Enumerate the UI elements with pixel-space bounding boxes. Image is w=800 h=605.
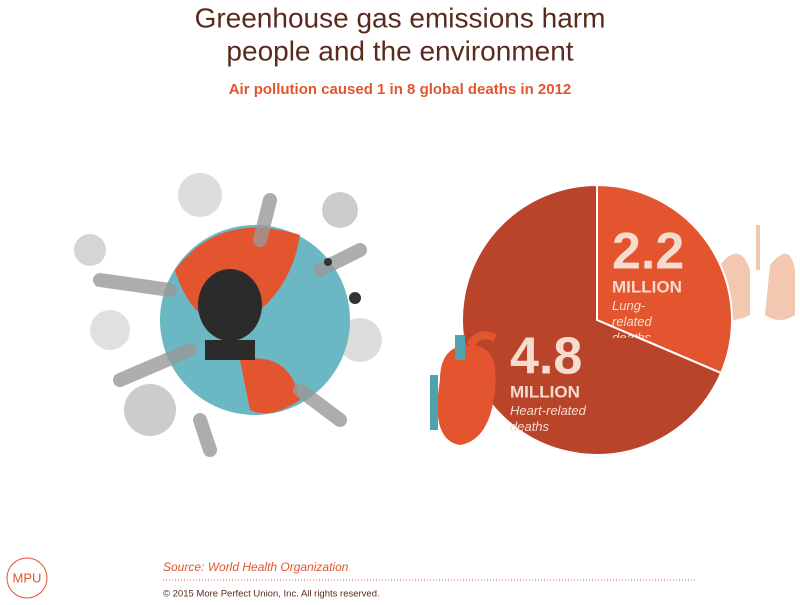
pollution-illustration xyxy=(74,173,382,457)
title-line: people and the environment xyxy=(226,35,573,66)
title-line: Greenhouse gas emissions harm xyxy=(195,2,606,33)
category-label: Heart-related deaths xyxy=(510,403,586,434)
category-label: Lung-related deaths xyxy=(612,298,652,338)
unit-label: MILLION xyxy=(612,277,682,296)
heart-icon xyxy=(430,331,497,445)
value-label: 2.2 xyxy=(612,223,684,281)
logo-text: MPU xyxy=(13,570,42,585)
source: Source: World Health Organization xyxy=(163,560,349,574)
category-label-box: Lung-related deaths xyxy=(612,298,652,338)
copyright: © 2015 More Perfect Union, Inc. All righ… xyxy=(163,589,380,600)
value-label: 4.8 xyxy=(510,328,582,386)
pie-slice xyxy=(596,183,733,375)
logo: MPU xyxy=(6,557,48,599)
category-label-box: Heart-related deaths xyxy=(510,403,586,434)
unit-label: MILLION xyxy=(510,382,580,401)
subtitle: Air pollution caused 1 in 8 global death… xyxy=(229,81,572,98)
